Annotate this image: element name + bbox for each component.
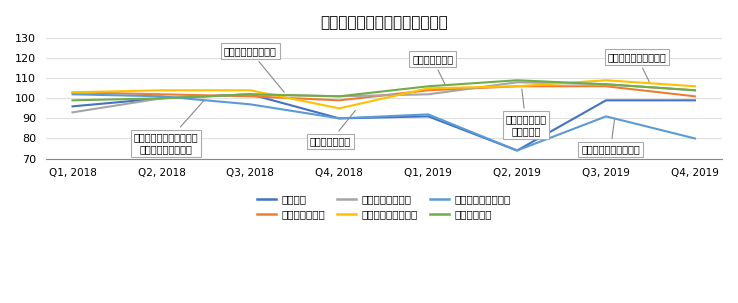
其他相關行業 [68, 98, 77, 102]
電子支付及數碼銀行 [601, 78, 610, 82]
Line: 區塊鏈及加密貨幣: 區塊鏈及加密貨幣 [72, 82, 695, 112]
監管科技及網絡安全 [246, 102, 255, 106]
保險科技 [68, 105, 77, 108]
財富及信用科技 [246, 95, 255, 98]
其他相關行業 [246, 92, 255, 96]
Line: 電子支付及數碼銀行: 電子支付及數碼銀行 [72, 80, 695, 108]
財富及信用科技 [335, 98, 344, 102]
財富及信用科技 [157, 92, 166, 96]
電子支付及數碼銀行 [335, 107, 344, 110]
區塊鏈及加密貨幣 [335, 95, 344, 98]
其他相關行業 [691, 88, 700, 92]
財富及信用科技 [513, 85, 522, 88]
Text: 支付應用程式的欺詐: 支付應用程式的欺詐 [224, 46, 284, 92]
Text: 惡意平台的洗黑錢問題: 惡意平台的洗黑錢問題 [608, 52, 666, 82]
Line: 財富及信用科技: 財富及信用科技 [72, 86, 695, 100]
其他相關行業 [424, 85, 432, 88]
財富及信用科技 [691, 95, 700, 98]
區塊鏈及加密貨幣 [424, 92, 432, 96]
保險科技 [246, 92, 255, 96]
保險科技 [601, 98, 610, 102]
Line: 其他相關行業: 其他相關行業 [72, 80, 695, 100]
Line: 監管科技及網絡安全: 監管科技及網絡安全 [72, 94, 695, 151]
區塊鏈及加密貨幣 [157, 96, 166, 100]
其他相關行業 [157, 96, 166, 100]
監管科技及網絡安全 [513, 149, 522, 152]
Text: 大規模數據洩漏: 大規模數據洩漏 [310, 111, 355, 146]
其他相關行業 [513, 78, 522, 82]
監管科技及網絡安全 [335, 117, 344, 120]
區塊鏈及加密貨幣 [601, 82, 610, 86]
電子支付及數碼銀行 [246, 88, 255, 92]
Legend: 保險科技, 財富及信用科技, 區塊鏈及加密貨幣, 電子支付及數碼銀行, 監管科技及網絡安全, 其他相關行業: 保險科技, 財富及信用科技, 區塊鏈及加密貨幣, 電子支付及數碼銀行, 監管科技… [253, 190, 514, 224]
監管科技及網絡安全 [691, 137, 700, 140]
Title: 香港金融科技市場情緒分類指數: 香港金融科技市場情緒分類指數 [320, 15, 448, 30]
財富及信用科技 [68, 91, 77, 94]
Line: 保險科技: 保險科技 [72, 94, 695, 151]
保險科技 [157, 96, 166, 100]
保險科技 [424, 115, 432, 118]
區塊鏈及加密貨幣 [691, 88, 700, 92]
Text: 數據洩漏和未經
授權的交易: 數據洩漏和未經 授權的交易 [506, 89, 547, 136]
電子支付及數碼銀行 [691, 85, 700, 88]
Text: 大灣區及數碼港: 大灣區及數碼港 [412, 54, 453, 84]
電子支付及數碼銀行 [157, 88, 166, 92]
Text: 付款和惡意賬戶的勒索: 付款和惡意賬戶的勒索 [581, 119, 640, 155]
監管科技及網絡安全 [424, 112, 432, 116]
區塊鏈及加密貨幣 [246, 92, 255, 96]
保險科技 [335, 117, 344, 120]
區塊鏈及加密貨幣 [513, 81, 522, 84]
電子支付及數碼銀行 [513, 85, 522, 88]
電子支付及數碼銀行 [68, 91, 77, 94]
其他相關行業 [601, 82, 610, 86]
監管科技及網絡安全 [68, 92, 77, 96]
財富及信用科技 [424, 88, 432, 92]
監管科技及網絡安全 [157, 95, 166, 98]
財富及信用科技 [601, 85, 610, 88]
其他相關行業 [335, 95, 344, 98]
監管科技及網絡安全 [601, 115, 610, 118]
區塊鏈及加密貨幣 [68, 111, 77, 114]
電子支付及數碼銀行 [424, 86, 432, 90]
Text: 加密貨幣欺詐和數字支付
應用程序的數據洩漏: 加密貨幣欺詐和數字支付 應用程序的數據洩漏 [134, 100, 204, 154]
保險科技 [691, 98, 700, 102]
保險科技 [513, 149, 522, 152]
